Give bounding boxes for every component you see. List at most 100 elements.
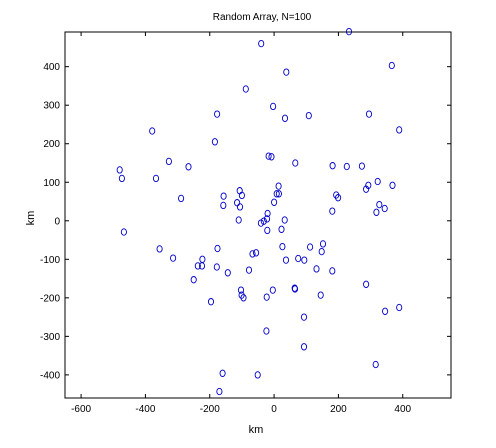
data-point xyxy=(374,177,381,186)
data-point xyxy=(396,303,403,312)
data-point xyxy=(249,250,256,258)
data-point xyxy=(213,263,220,271)
plot-area xyxy=(64,31,452,399)
y-tick-label: 300 xyxy=(43,101,60,112)
data-point xyxy=(152,174,160,183)
data-point xyxy=(343,162,350,171)
data-point xyxy=(198,262,206,270)
y-tick-label: 0 xyxy=(54,216,60,227)
data-point xyxy=(396,126,403,134)
y-tick-label: 200 xyxy=(43,139,60,150)
data-point xyxy=(220,201,227,210)
data-point xyxy=(194,262,201,270)
data-point xyxy=(373,208,380,216)
data-point xyxy=(170,254,177,262)
data-point xyxy=(240,294,247,302)
x-tick-label: 0 xyxy=(271,404,277,415)
data-point xyxy=(282,256,290,264)
data-point xyxy=(281,114,289,122)
data-point xyxy=(118,174,125,183)
x-tick-label: -200 xyxy=(200,404,220,415)
data-point xyxy=(245,266,253,274)
data-point xyxy=(329,267,336,275)
data-point xyxy=(389,181,396,189)
x-tick-label: -600 xyxy=(71,404,91,415)
data-point xyxy=(318,247,325,256)
data-point xyxy=(264,209,271,218)
data-point xyxy=(220,192,227,200)
y-tick-label: -200 xyxy=(40,293,60,304)
data-point xyxy=(269,286,276,294)
data-point xyxy=(301,256,308,264)
data-point xyxy=(300,313,308,321)
x-tick-label: 200 xyxy=(330,404,347,415)
data-point xyxy=(216,387,223,396)
x-tick-label: -400 xyxy=(135,404,155,415)
data-point xyxy=(185,163,192,171)
data-point xyxy=(376,200,383,209)
data-point xyxy=(313,265,320,273)
data-point xyxy=(178,194,185,203)
data-point xyxy=(372,360,379,369)
data-point xyxy=(268,153,275,161)
data-point xyxy=(273,190,280,198)
data-point xyxy=(149,127,156,135)
data-point xyxy=(270,102,277,111)
data-point xyxy=(254,371,261,379)
data-point xyxy=(365,110,373,118)
data-point xyxy=(335,194,342,202)
data-point xyxy=(120,228,127,236)
data-point xyxy=(388,61,395,70)
chart-title: Random Array, N=100 xyxy=(213,12,312,23)
data-point xyxy=(295,254,302,263)
data-point xyxy=(156,245,163,253)
data-point xyxy=(214,110,221,118)
data-point xyxy=(265,152,272,160)
y-axis-label: km xyxy=(25,211,37,226)
data-point xyxy=(219,369,226,377)
y-tick-label: 100 xyxy=(43,178,60,189)
x-axis-ticks: -600 -400 -200 0 200 400 xyxy=(71,32,412,415)
data-point xyxy=(291,285,299,293)
data-point xyxy=(207,298,215,306)
data-point xyxy=(381,204,388,213)
y-axis-ticks: -400 -300 -200 -100 0 100 200 300 400 xyxy=(40,62,451,381)
data-point xyxy=(283,68,290,76)
data-point xyxy=(292,159,299,167)
data-point xyxy=(317,291,324,299)
data-point xyxy=(300,343,308,351)
y-tick-label: -400 xyxy=(40,370,60,381)
data-point xyxy=(257,219,264,227)
data-point xyxy=(242,85,249,93)
data-point xyxy=(211,138,218,146)
data-point xyxy=(329,162,336,170)
data-point xyxy=(165,157,172,166)
data-point xyxy=(264,226,271,235)
data-point xyxy=(358,162,365,170)
data-point xyxy=(319,240,327,248)
x-axis-label: km xyxy=(249,424,264,436)
data-point xyxy=(263,215,271,223)
data-point xyxy=(190,276,197,284)
data-point xyxy=(382,307,389,315)
data-point xyxy=(238,191,245,200)
data-point xyxy=(214,244,221,253)
data-point xyxy=(307,243,314,251)
data-point xyxy=(224,269,231,277)
data-point xyxy=(281,216,288,224)
data-point xyxy=(278,225,285,233)
data-point xyxy=(363,185,370,193)
data-point xyxy=(263,327,270,335)
data-point xyxy=(305,111,312,120)
data-point xyxy=(363,280,370,288)
data-point xyxy=(263,293,270,301)
y-tick-label: -100 xyxy=(40,255,60,266)
data-point xyxy=(271,198,278,206)
y-tick-label: -300 xyxy=(40,332,60,343)
data-points xyxy=(116,27,403,396)
data-point xyxy=(237,286,245,294)
data-point xyxy=(116,166,123,174)
data-point xyxy=(258,39,265,48)
data-point xyxy=(235,216,242,224)
